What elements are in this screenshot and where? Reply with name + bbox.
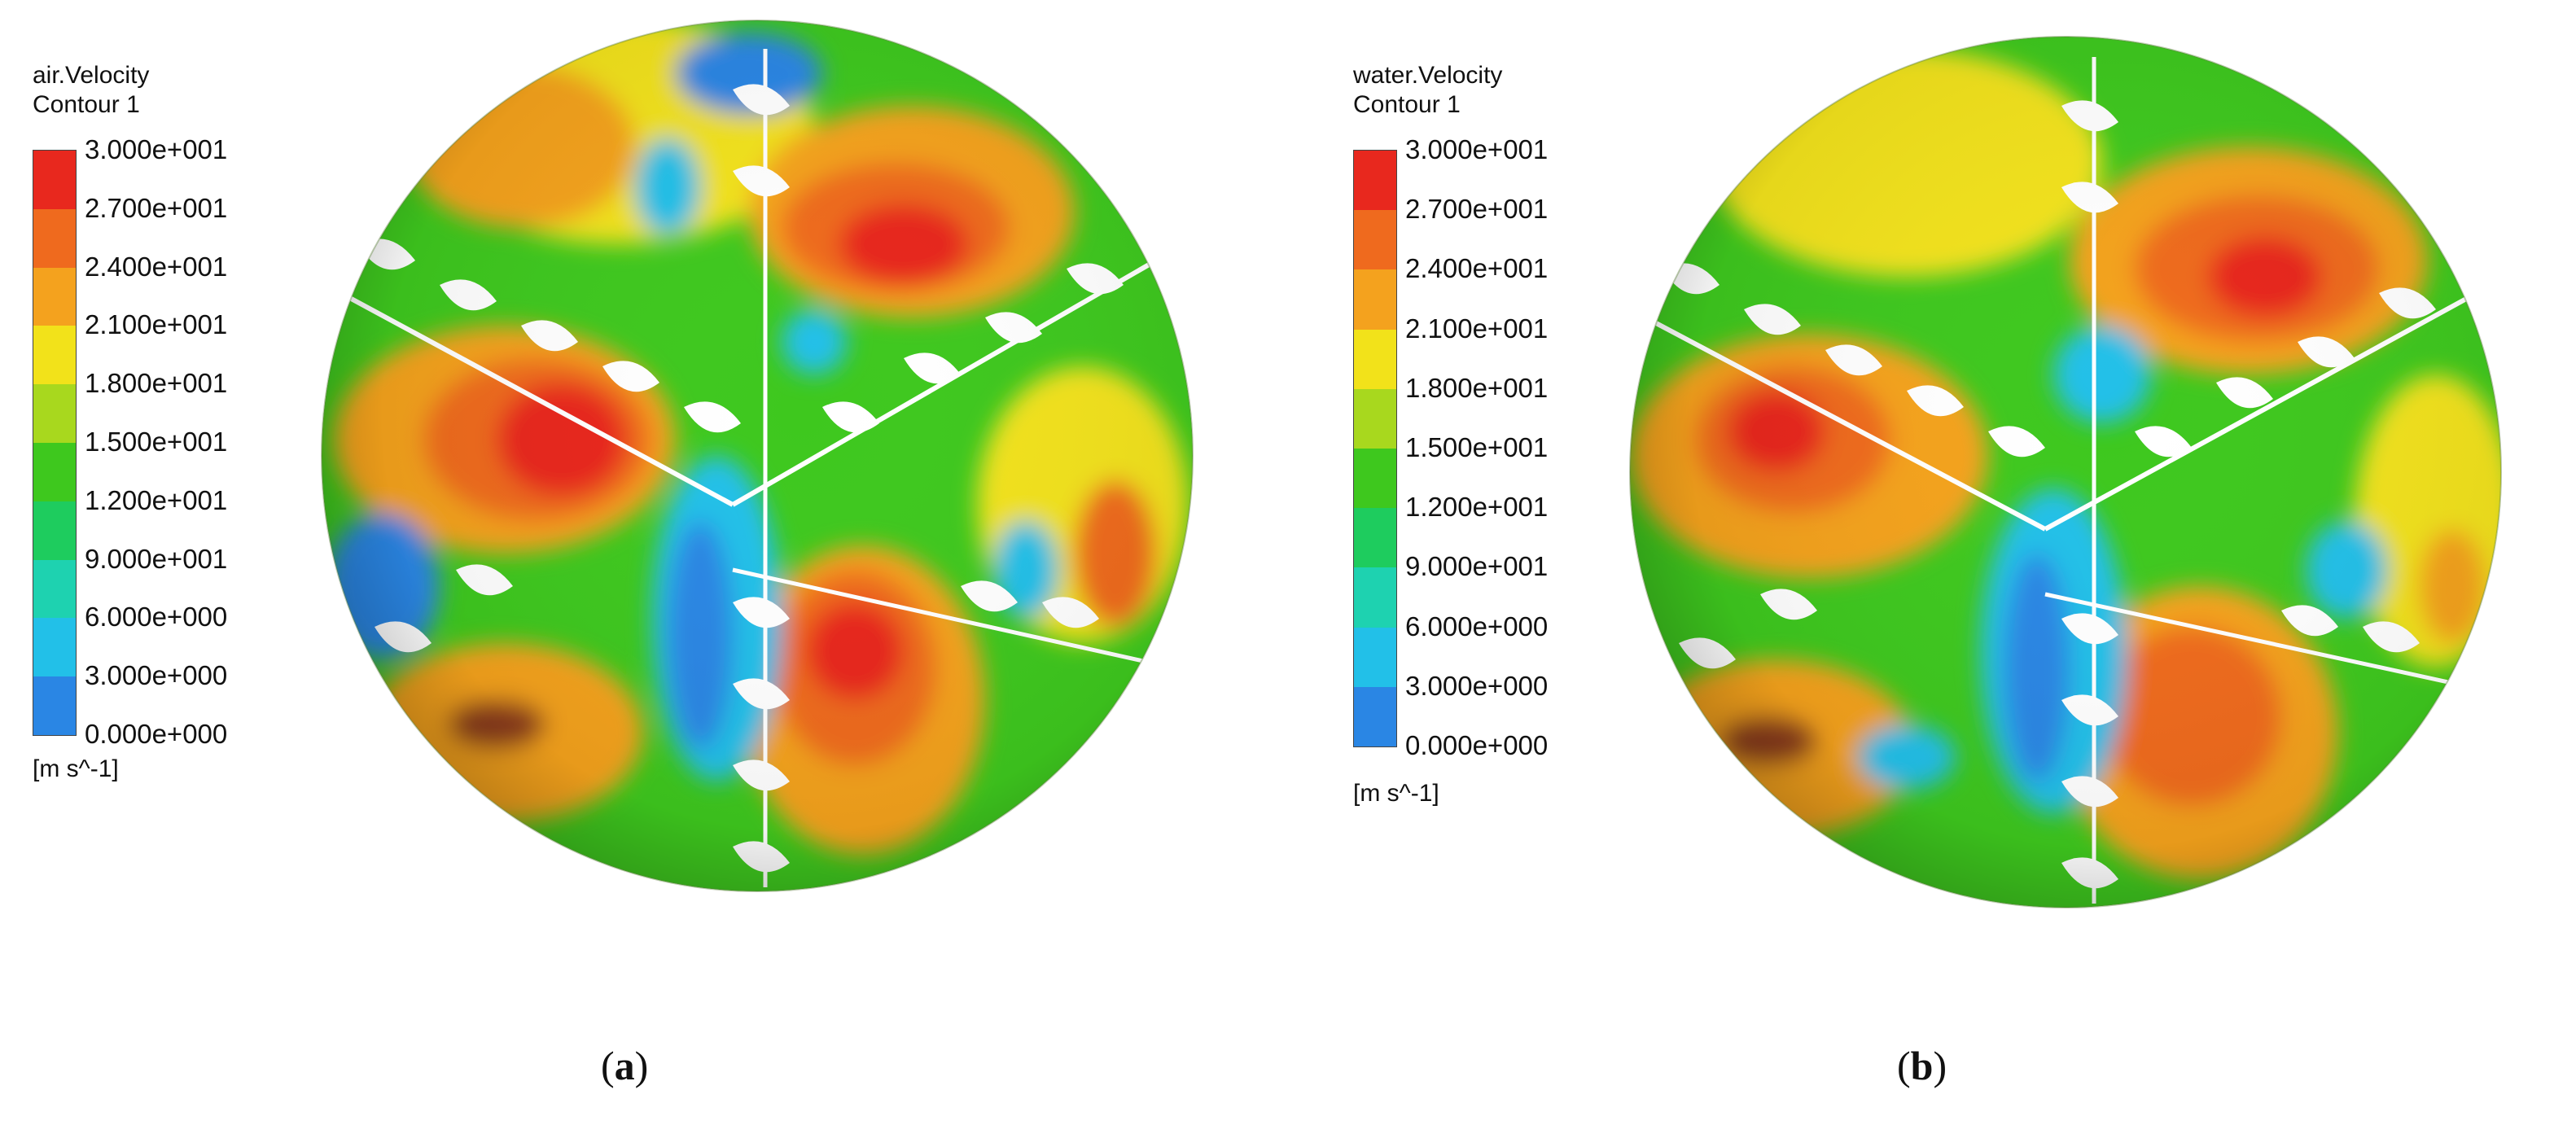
- legend-tick-label: 1.800e+001: [85, 368, 228, 399]
- legend-band: [1354, 627, 1396, 687]
- legend-tick-label: 1.200e+001: [85, 484, 228, 515]
- legend-band: [1354, 151, 1396, 211]
- legend-band: [1354, 329, 1396, 389]
- legend-tick-label: 2.700e+001: [1405, 194, 1549, 225]
- legend-color-bar: [1353, 150, 1397, 747]
- legend-band: [1354, 508, 1396, 568]
- legend-band: [33, 326, 76, 385]
- legend-band: [33, 151, 76, 209]
- legend-tick-label: 6.000e+000: [85, 602, 228, 633]
- legend-band: [33, 384, 76, 443]
- panel-a: air.Velocity Contour 1 3.000e+001 2.700e+…: [33, 20, 1194, 1088]
- legend-band: [1354, 567, 1396, 628]
- legend-tick-label: 3.000e+000: [1405, 670, 1549, 701]
- legend-band: [33, 501, 76, 560]
- legend-tick-label: 6.000e+000: [1405, 611, 1549, 641]
- legend-tick-label: 2.100e+001: [1405, 313, 1549, 344]
- legend-band: [1354, 388, 1396, 449]
- legend-band: [33, 442, 76, 501]
- legend-band: [1354, 210, 1396, 270]
- legend-band: [33, 267, 76, 326]
- legend-tick-label: 9.000e+001: [1405, 551, 1549, 582]
- velocity-contour-plot: [1629, 36, 2502, 908]
- legend-band: [1354, 686, 1396, 746]
- legend-variable-title: air.Velocity: [33, 62, 150, 89]
- legend-tick-label: 1.800e+001: [1405, 372, 1549, 403]
- legend-tick-label: 2.400e+001: [85, 251, 228, 282]
- legend-tick-label: 1.500e+001: [85, 427, 228, 457]
- legend-tick-label: 1.500e+001: [1405, 432, 1549, 462]
- legend-tick-label: 2.100e+001: [85, 309, 228, 340]
- legend-tick-label: 2.700e+001: [85, 192, 228, 223]
- legend-band: [33, 559, 76, 619]
- legend-tick-label: 3.000e+001: [1405, 134, 1549, 164]
- legend-tick-label: 1.200e+001: [1405, 492, 1549, 523]
- legend-contour-title: Contour 1: [33, 91, 140, 118]
- legend-variable-title: water.Velocity: [1353, 62, 1503, 89]
- legend-unit: [m s^-1]: [33, 755, 119, 782]
- legend-tick-label: 0.000e+000: [85, 719, 228, 749]
- legend-color-bar: [33, 150, 77, 736]
- legend-band: [33, 676, 76, 735]
- legend-tick-label: 9.000e+001: [85, 543, 228, 574]
- legend-band: [33, 618, 76, 677]
- caption-a: (a): [601, 1043, 649, 1088]
- legend-tick-label: 2.400e+001: [1405, 253, 1549, 284]
- legend-band: [33, 208, 76, 268]
- velocity-contour-plot: [321, 20, 1194, 892]
- legend-band: [1354, 448, 1396, 509]
- legend-unit: [m s^-1]: [1353, 780, 1439, 807]
- legend-tick-label: 3.000e+000: [85, 660, 228, 691]
- legend-band: [1354, 269, 1396, 330]
- legend-contour-title: Contour 1: [1353, 91, 1461, 118]
- panel-b: water.Velocity Contour 1 3.000e+001 2.700…: [1288, 0, 2576, 1125]
- legend-tick-label: 0.000e+000: [1405, 730, 1549, 760]
- caption-b: (b): [1897, 1043, 1947, 1088]
- legend-tick-label: 3.000e+001: [85, 134, 228, 164]
